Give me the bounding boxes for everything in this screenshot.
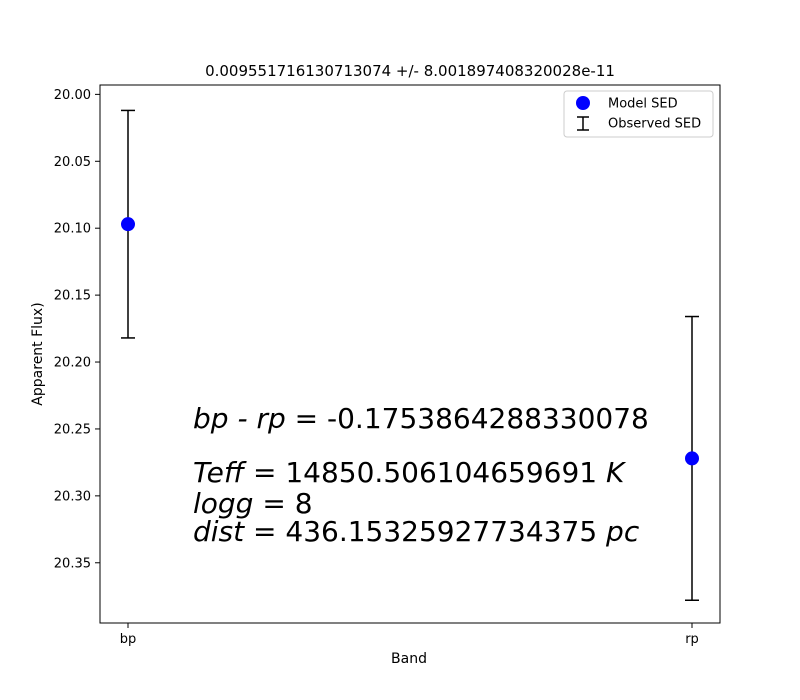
- model-point-rp: [685, 451, 699, 466]
- legend-model-marker: [576, 96, 590, 110]
- chart-title: 0.009551716130713074 +/- 8.0018974083200…: [205, 62, 615, 80]
- legend-model-label: Model SED: [608, 97, 678, 112]
- x-tick-label: rp: [685, 632, 699, 647]
- annotation-line: Teff = 14850.506104659691 K: [193, 456, 627, 489]
- legend: Model SED Observed SED: [563, 90, 714, 138]
- y-tick-label: 20.10: [54, 222, 91, 237]
- plot-frame: [99, 84, 721, 624]
- annotation-line: logg = 8: [193, 487, 313, 520]
- legend-observed-label: Observed SED: [608, 117, 701, 132]
- x-tick-label: bp: [120, 632, 137, 647]
- y-tick-label: 20.15: [54, 289, 91, 304]
- y-axis-label: Apparent Flux): [30, 302, 46, 405]
- annotation-line: bp - rp = -0.1753864288330078: [193, 402, 649, 435]
- plot-area: 20.00 20.05 20.10 20.15 20.20 20.25 20.30 20.35…: [54, 84, 721, 647]
- model-point-bp: [121, 217, 135, 232]
- x-axis-label: Band: [391, 651, 427, 667]
- y-tick-label: 20.00: [54, 88, 91, 103]
- y-tick-label: 20.35: [54, 556, 91, 571]
- y-tick-label: 20.05: [54, 155, 91, 170]
- annotation-line: dist = 436.15325927734375 pc: [193, 515, 640, 548]
- legend-box: [563, 90, 714, 138]
- annotation-block: bp - rp = -0.1753864288330078 Teff = 1485…: [193, 402, 649, 548]
- y-tick-label: 20.30: [54, 489, 91, 504]
- y-tick-label: 20.20: [54, 356, 91, 371]
- y-tick-label: 20.25: [54, 422, 91, 437]
